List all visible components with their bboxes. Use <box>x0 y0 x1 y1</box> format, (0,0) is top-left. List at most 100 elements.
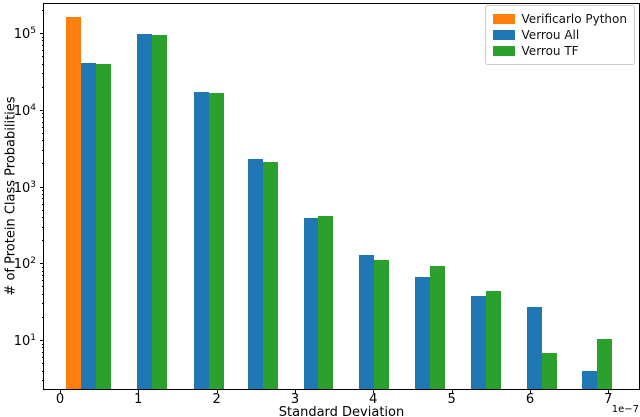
bar-verrou-all-bin3 <box>248 158 263 389</box>
y-minor-tick <box>42 275 44 277</box>
y-minor-tick <box>42 357 44 358</box>
bar-verrou-tf-bin5 <box>374 259 389 389</box>
legend-label: Verrou TF <box>521 44 579 58</box>
x-tick-label-1: 1 <box>134 392 143 407</box>
y-minor-tick <box>42 370 44 372</box>
y-minor-tick <box>42 280 44 282</box>
x-tick-7 <box>608 389 610 393</box>
legend-item-verrou-all: Verrou All <box>492 27 627 43</box>
legend-item-verrou-tf: Verrou TF <box>492 43 627 59</box>
x-tick-label-3: 3 <box>290 392 300 407</box>
x-axis-offset-label: 1e−7 <box>611 404 639 415</box>
y-minor-tick <box>42 36 44 38</box>
y-minor-tick <box>42 316 44 318</box>
legend-item-verificarlo-python: Verificarlo Python <box>492 11 627 27</box>
y-minor-tick <box>42 286 44 288</box>
y-minor-tick <box>42 132 44 134</box>
y-minor-tick <box>42 9 44 11</box>
y-minor-tick <box>42 240 44 242</box>
bar-verrou-tf-bin3 <box>263 162 278 389</box>
x-tick-5 <box>451 389 453 393</box>
bar-verrou-all-bin9 <box>582 371 597 389</box>
bar-verrou-all-bin1 <box>137 33 152 389</box>
y-minor-tick <box>42 113 44 115</box>
y-minor-tick <box>42 347 44 349</box>
x-tick-label-2: 2 <box>212 392 221 407</box>
x-tick-label-0: 0 <box>55 392 65 407</box>
x-tick-0 <box>60 389 61 393</box>
bar-verrou-all-bin4 <box>304 217 318 389</box>
y-minor-tick <box>42 217 44 218</box>
y-tick-10e3 <box>40 186 44 188</box>
legend: Verificarlo Python Verrou All Verrou TF <box>484 5 635 65</box>
legend-swatch-green-icon <box>492 46 515 56</box>
x-axis-label: Standard Deviation <box>278 405 405 417</box>
bar-verrou-all-bin6 <box>415 277 430 389</box>
y-tick-10e5 <box>40 33 44 34</box>
y-minor-tick <box>42 140 44 142</box>
y-minor-tick <box>42 86 44 88</box>
bar-verificarlo-python-bin0 <box>66 16 81 389</box>
y-minor-tick <box>42 121 44 123</box>
bar-verrou-tf-bin7 <box>486 290 501 389</box>
y-tick-10e2 <box>40 263 44 265</box>
y-minor-tick <box>42 149 44 151</box>
legend-label: Verificarlo Python <box>521 12 627 26</box>
y-minor-tick <box>42 303 44 305</box>
y-minor-tick <box>42 363 44 365</box>
x-tick-2 <box>216 389 218 393</box>
x-tick-label-6: 6 <box>525 392 535 407</box>
x-tick-label-5: 5 <box>447 392 456 407</box>
bar-verrou-tf-bin9 <box>597 339 612 389</box>
y-minor-tick <box>42 270 44 272</box>
bar-verrou-tf-bin6 <box>430 266 445 389</box>
y-minor-tick <box>42 73 44 75</box>
x-tick-3 <box>295 389 296 393</box>
bar-verrou-all-bin2 <box>194 91 209 389</box>
bar-verrou-all-bin0 <box>81 62 96 389</box>
y-tick-label-10e5: 105 <box>13 25 36 43</box>
y-minor-tick <box>42 63 44 65</box>
bar-verrou-all-bin5 <box>359 254 374 389</box>
y-minor-tick <box>42 343 44 345</box>
bar-verrou-all-bin8 <box>527 306 542 389</box>
y-minor-tick <box>42 163 44 165</box>
y-minor-tick <box>42 193 44 195</box>
y-minor-tick <box>42 40 44 42</box>
y-minor-tick <box>42 198 44 200</box>
bar-verrou-tf-bin0 <box>96 64 111 389</box>
y-minor-tick <box>42 56 44 58</box>
y-minor-tick <box>42 117 44 119</box>
x-tick-6 <box>530 389 531 393</box>
legend-label: Verrou All <box>521 28 580 42</box>
y-minor-tick <box>42 44 44 46</box>
y-tick-10e1 <box>40 340 44 341</box>
y-tick-10e4 <box>40 109 44 111</box>
bar-verrou-tf-bin4 <box>318 215 333 389</box>
y-tick-label-10e1: 101 <box>13 332 36 350</box>
plot-area: 0 1 2 3 4 5 6 7 101 102 103 104 105 Standard Deviat… <box>14 3 640 417</box>
y-tick-label-10e2: 102 <box>13 256 36 273</box>
y-minor-tick <box>42 266 44 268</box>
legend-swatch-orange-icon <box>492 14 515 24</box>
bar-verrou-tf-bin2 <box>209 93 224 389</box>
y-minor-tick <box>42 226 44 228</box>
y-minor-tick <box>42 190 44 191</box>
x-tick-1 <box>138 389 140 393</box>
y-minor-tick <box>42 126 44 128</box>
y-minor-tick <box>42 380 44 382</box>
y-minor-tick <box>42 209 44 211</box>
y-tick-label-10e3: 103 <box>13 179 36 196</box>
y-minor-tick <box>42 203 44 205</box>
x-tick-label-4: 4 <box>369 392 378 407</box>
bar-verrou-tf-bin8 <box>542 353 557 389</box>
y-minor-tick <box>42 351 44 353</box>
y-tick-label-10e4: 104 <box>13 102 36 119</box>
y-minor-tick <box>42 50 44 51</box>
x-tick-label-7: 7 <box>604 392 613 407</box>
y-minor-tick <box>42 293 44 295</box>
legend-swatch-blue-icon <box>492 30 515 40</box>
bar-verrou-tf-bin1 <box>152 34 167 389</box>
bar-verrou-all-bin7 <box>471 296 486 389</box>
